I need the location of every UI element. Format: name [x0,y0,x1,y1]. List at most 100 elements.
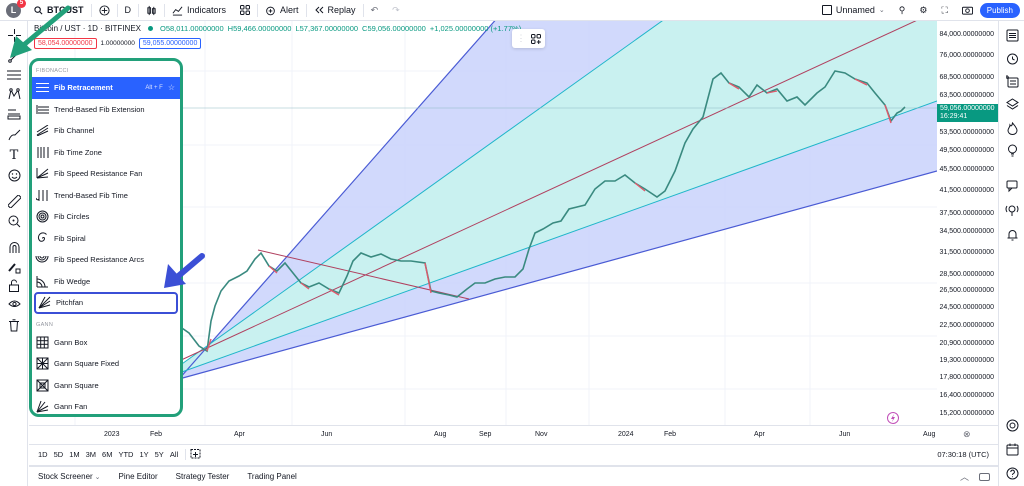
dom-button[interactable] [1004,417,1020,433]
templates-button[interactable] [233,0,257,21]
range-button-3m[interactable]: 3M [85,450,97,459]
bottom-tab-stock-screener[interactable]: Stock Screener ⌄ [29,472,110,481]
range-button-ytd[interactable]: YTD [118,450,134,459]
menu-item-trend-based-fib-extension[interactable]: Trend-Based Fib Extension [32,99,180,121]
range-button-1y[interactable]: 1Y [139,450,149,459]
divider [138,3,139,17]
bottom-tab-trading-panel[interactable]: Trading Panel [238,472,306,481]
range-button-5d[interactable]: 5D [53,450,64,459]
redo-button[interactable]: ↷ [385,0,407,21]
chevron-down-icon[interactable]: ⌄ [92,474,101,481]
brush-tool[interactable] [6,126,22,142]
ideas-button[interactable] [1004,142,1020,158]
maximize-panel-icon[interactable] [979,472,990,481]
price-axis-label: 20,900.00000000 [939,340,995,347]
change-value: +1,025.00000000 (+1.77%) [429,24,522,33]
streams-button[interactable] [1004,202,1020,218]
menu-item-gann-box[interactable]: Gann Box [32,332,180,354]
menu-item-fib-time-zone[interactable]: Fib Time Zone [32,142,180,164]
text-tool[interactable]: T [6,147,22,163]
alerts-button[interactable] [1004,50,1020,66]
ruler-lines-icon [7,109,21,120]
publish-button[interactable]: Publish [979,2,1020,18]
calendar-button[interactable] [1004,441,1020,457]
menu-item-fib-retracement[interactable]: Fib Retracement Alt + F ☆ [32,77,180,99]
zoom-tool[interactable] [6,213,22,229]
floating-object-tree[interactable]: ⋮ [512,29,545,48]
snapshot-button[interactable] [955,0,980,21]
time-axis[interactable]: ⊗ 2023 Feb Apr Jun Aug Sep Nov 2024 Feb Apr Jun Aug [29,425,998,444]
magnet-tool[interactable] [6,239,22,255]
range-button-5y[interactable]: 5Y [154,450,164,459]
compare-symbol-button[interactable] [92,0,117,21]
menu-item-label: Fib Circles [54,212,90,222]
notifications-button[interactable] [1004,226,1020,242]
drag-handle-icon[interactable]: ⋮ [516,33,526,43]
undo-button[interactable]: ↶ [364,0,386,21]
prediction-tool[interactable] [6,106,22,122]
menu-item-gann-square-fixed[interactable]: Gann Square Fixed [32,353,180,375]
pitchfan-handle-line [257,249,470,300]
symbol-title[interactable]: Bitcoin / UST · 1D · BITFINEX [34,24,141,33]
chart-type-button[interactable] [139,0,164,21]
divider [185,449,187,460]
menu-item-fib-channel[interactable]: Fib Channel [32,120,180,142]
layers-button[interactable] [1004,96,1020,112]
menu-item-pitchfan[interactable]: Pitchfan [34,292,178,314]
bottom-tab-pine-editor[interactable]: Pine Editor [110,472,167,481]
menu-item-gann-fan[interactable]: Gann Fan [32,396,180,414]
avatar-letter: L [10,5,17,15]
lock-drawings-tool[interactable] [6,277,22,293]
range-button-1m[interactable]: 1M [69,450,80,459]
watchlist-button[interactable] [1004,27,1020,43]
watchlist-icon [1006,29,1018,41]
user-avatar[interactable]: L 5 [6,0,26,18]
flame-icon [1006,121,1018,135]
range-button-6m[interactable]: 6M [102,450,113,459]
buy-button[interactable]: 59,055.00000000 [138,38,202,49]
alert-button[interactable]: Alert [258,0,306,21]
range-button-all[interactable]: All [169,450,179,459]
fib-tools-group[interactable] [6,67,22,83]
menu-item-trend-based-fib-time[interactable]: Trend-Based Fib Time [32,185,180,207]
fullscreen-button[interactable]: ⛶ [934,0,954,21]
quick-search-button[interactable]: ⚲ [892,0,913,21]
price-axis[interactable]: 59,056.00000000 16:29:41 84,000.00000000… [937,21,998,425]
menu-item-fib-wedge[interactable]: Fib Wedge [32,271,180,293]
menu-item-fib-speed-resistance-fan[interactable]: Fib Speed Resistance Fan [32,163,180,185]
utc-clock[interactable]: 07:30:18 (UTC) [937,450,989,459]
collapse-panel-icon[interactable]: ︿ [959,472,969,482]
patterns-tool[interactable] [6,86,22,102]
replay-button[interactable]: Replay [307,0,363,21]
crosshair-tool[interactable] [6,27,22,43]
hotlists-button[interactable] [1004,120,1020,136]
emoji-tool[interactable] [6,167,22,183]
help-button[interactable] [1004,465,1020,481]
time-axis-settings-icon[interactable]: ⊗ [963,429,971,439]
bottom-panel-tabs: Stock Screener ⌄ Pine Editor Strategy Test… [29,465,998,486]
layout-button[interactable]: Unnamed ⌄ [815,0,892,21]
time-axis-label: Apr [754,431,765,438]
interval-button[interactable]: D [118,0,139,21]
menu-item-fib-speed-resistance-arcs[interactable]: Fib Speed Resistance Arcs [32,249,180,271]
sell-button[interactable]: 58,054.00000000 [34,38,97,49]
range-button-1d[interactable]: 1D [38,450,48,459]
chat-button[interactable] [1004,178,1020,194]
time-axis-label: Feb [664,431,677,438]
hide-drawings-tool[interactable] [6,296,22,312]
star-favorite-icon[interactable]: ☆ [167,83,175,93]
go-to-date-button[interactable] [190,448,201,462]
add-list-icon [1005,74,1018,87]
remove-drawings-tool[interactable] [6,317,22,333]
menu-item-fib-circles[interactable]: Fib Circles [32,206,180,228]
menu-item-gann-square[interactable]: Gann Square [32,375,180,397]
object-tree-button[interactable] [1004,73,1020,89]
menu-item-label: Fib Spiral [54,233,86,243]
stay-in-drawing-tool[interactable] [6,259,22,275]
settings-button[interactable]: ⚙ [912,0,934,21]
bottom-tab-strategy-tester[interactable]: Strategy Tester [167,472,239,481]
menu-item-fib-spiral[interactable]: Fib Spiral [32,228,180,250]
brush-icon [8,129,20,140]
indicators-button[interactable]: Indicators [165,0,233,21]
measure-tool[interactable] [6,193,22,209]
